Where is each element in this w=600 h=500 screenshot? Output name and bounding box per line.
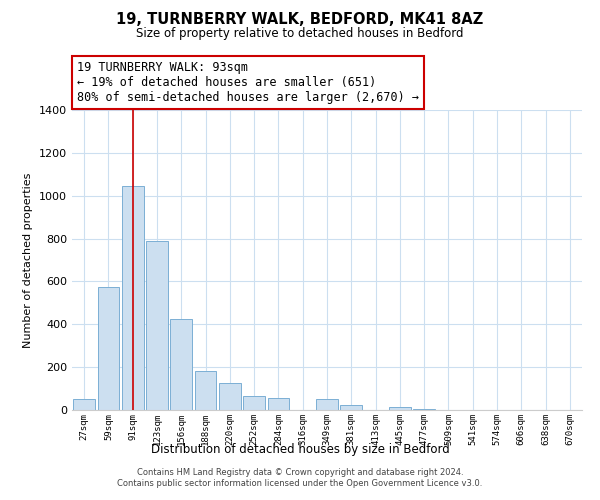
- Bar: [219, 383, 241, 410]
- Bar: [413, 409, 435, 410]
- Bar: [268, 398, 289, 410]
- Bar: [170, 319, 192, 410]
- Text: 19, TURNBERRY WALK, BEDFORD, MK41 8AZ: 19, TURNBERRY WALK, BEDFORD, MK41 8AZ: [116, 12, 484, 28]
- Bar: [73, 400, 95, 410]
- Bar: [122, 186, 143, 410]
- Bar: [340, 404, 362, 410]
- Bar: [146, 240, 168, 410]
- Text: 19 TURNBERRY WALK: 93sqm
← 19% of detached houses are smaller (651)
80% of semi-: 19 TURNBERRY WALK: 93sqm ← 19% of detach…: [77, 61, 419, 104]
- Text: Size of property relative to detached houses in Bedford: Size of property relative to detached ho…: [136, 28, 464, 40]
- Y-axis label: Number of detached properties: Number of detached properties: [23, 172, 34, 348]
- Bar: [194, 372, 217, 410]
- Bar: [389, 407, 411, 410]
- Text: Distribution of detached houses by size in Bedford: Distribution of detached houses by size …: [151, 442, 449, 456]
- Text: Contains HM Land Registry data © Crown copyright and database right 2024.
Contai: Contains HM Land Registry data © Crown c…: [118, 468, 482, 487]
- Bar: [316, 400, 338, 410]
- Bar: [243, 396, 265, 410]
- Bar: [97, 287, 119, 410]
